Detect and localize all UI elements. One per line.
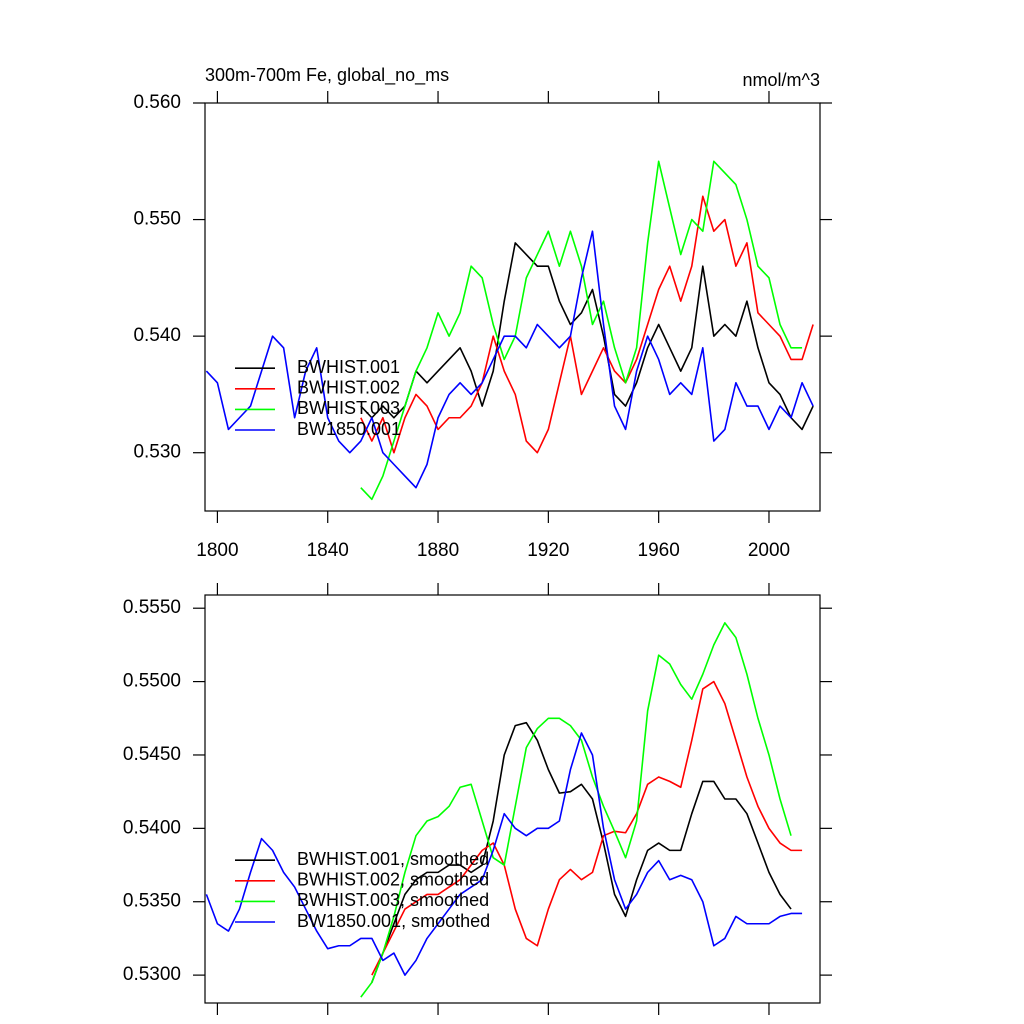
legend-label: BWHIST.003, smoothed (297, 890, 489, 910)
y-tick-label: 0.5450 (123, 744, 181, 765)
data-line (360, 622, 792, 998)
data-line (371, 721, 792, 983)
y-tick-label: 0.5400 (123, 817, 181, 838)
data-line (371, 680, 803, 976)
legend-label: BW1850.001, smoothed (297, 911, 490, 931)
y-tick-label: 0.5550 (123, 597, 181, 618)
legend-label: BWHIST.001, smoothed (297, 849, 489, 869)
data-line (360, 195, 814, 454)
plot-frame (204, 102, 821, 512)
y-tick-label: 0.5350 (123, 891, 181, 912)
y-tick-label: 0.560 (133, 92, 181, 113)
x-tick-label: 1960 (638, 540, 680, 561)
y-tick-label: 0.5300 (123, 964, 181, 985)
x-tick-label: 1840 (307, 540, 349, 561)
data-line (360, 160, 803, 501)
y-tick-label: 0.5500 (123, 671, 181, 692)
x-tick-label: 2000 (748, 540, 790, 561)
data-line (205, 230, 814, 489)
x-tick-label: 1880 (417, 540, 459, 561)
legend-label: BWHIST.002 (297, 378, 400, 398)
x-tick-label: 1920 (527, 540, 569, 561)
y-tick-label: 0.550 (133, 209, 181, 230)
legend-label: BWHIST.001 (297, 357, 400, 377)
legend-label: BWHIST.003 (297, 398, 400, 418)
x-tick-label: 1800 (196, 540, 238, 561)
legend-label: BW1850.001 (297, 419, 401, 439)
data-line (360, 242, 814, 431)
data-line (205, 732, 803, 976)
y-tick-label: 0.530 (133, 442, 181, 463)
chart-title: 300m-700m Fe, global_no_ms (205, 65, 449, 86)
y-tick-label: 0.540 (133, 325, 181, 346)
legend-label: BWHIST.002, smoothed (297, 870, 489, 890)
units-label: nmol/m^3 (743, 70, 820, 90)
plot-frame (204, 594, 821, 1004)
